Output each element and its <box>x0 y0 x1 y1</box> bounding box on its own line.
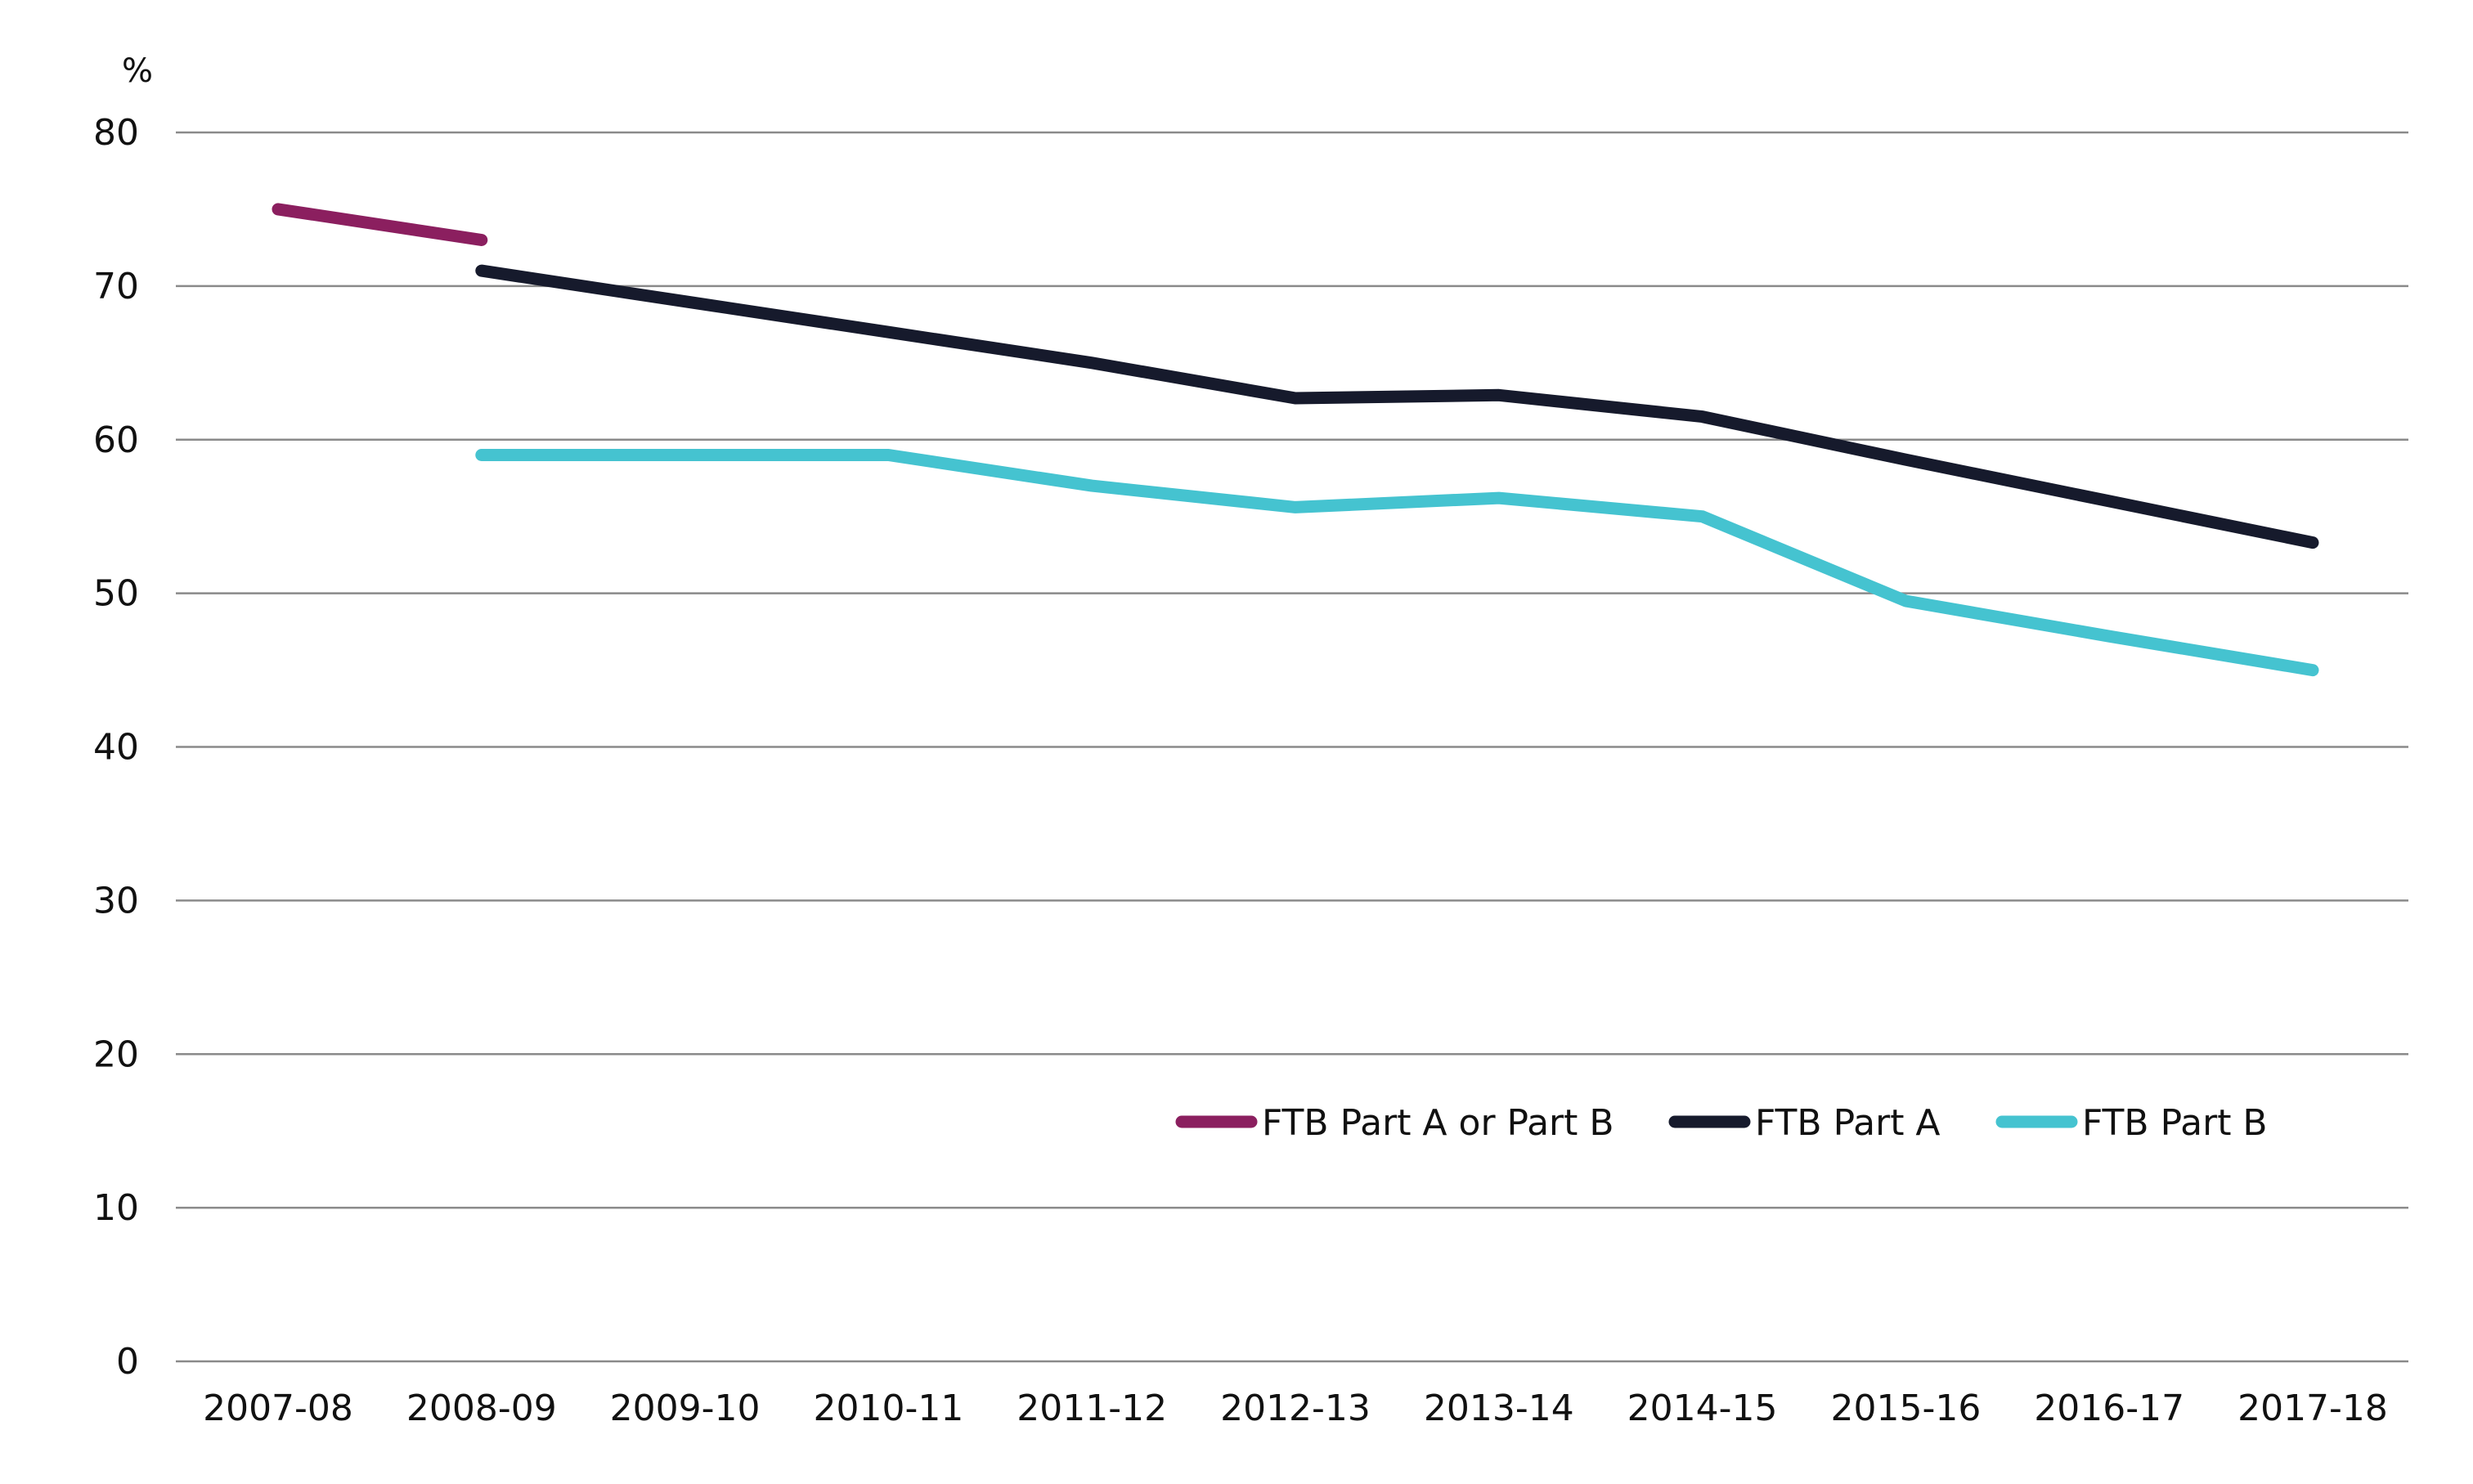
y-axis-tick-labels: 0 10 20 30 40 50 60 70 80 <box>93 112 139 1383</box>
legend-label: FTB Part B <box>2082 1102 2268 1144</box>
y-tick-label: 20 <box>93 1033 139 1075</box>
x-tick-label: 2012-13 <box>1220 1388 1371 1429</box>
x-tick-label: 2007-08 <box>203 1388 353 1429</box>
y-axis-unit-label: % <box>122 52 153 90</box>
y-tick-label: 60 <box>93 419 139 461</box>
x-tick-label: 2010-11 <box>813 1388 963 1429</box>
series-line-ftb-part-a-or-part-b <box>272 203 488 246</box>
legend-label: FTB Part A or Part B <box>1262 1102 1614 1144</box>
x-axis-tick-labels: 2007-08 2008-09 2009-10 2010-11 2011-12 2012-… <box>203 1388 2388 1429</box>
y-tick-label: 40 <box>93 727 139 769</box>
y-tick-label: 80 <box>93 112 139 154</box>
y-tick-label: 10 <box>93 1187 139 1229</box>
x-tick-label: 2017-18 <box>2237 1388 2388 1429</box>
series-line-ftb-part-a <box>475 264 2319 549</box>
gridlines <box>176 131 2408 1363</box>
y-tick-label: 70 <box>93 266 139 307</box>
series-lines <box>272 203 2319 677</box>
x-tick-label: 2011-12 <box>1017 1388 1167 1429</box>
x-tick-label: 2016-17 <box>2034 1388 2184 1429</box>
x-tick-label: 2014-15 <box>1627 1388 1778 1429</box>
y-tick-label: 50 <box>93 573 139 615</box>
y-tick-label: 30 <box>93 880 139 921</box>
series-line-ftb-part-b <box>475 449 2319 677</box>
legend-label: FTB Part A <box>1755 1102 1941 1144</box>
y-tick-label: 0 <box>116 1341 139 1383</box>
x-tick-label: 2015-16 <box>1830 1388 1981 1429</box>
x-tick-label: 2008-09 <box>406 1388 557 1429</box>
legend: FTB Part A or Part B FTB Part A FTB Part B <box>1175 1102 2268 1144</box>
x-tick-label: 2009-10 <box>610 1388 761 1429</box>
x-tick-label: 2013-14 <box>1424 1388 1574 1429</box>
